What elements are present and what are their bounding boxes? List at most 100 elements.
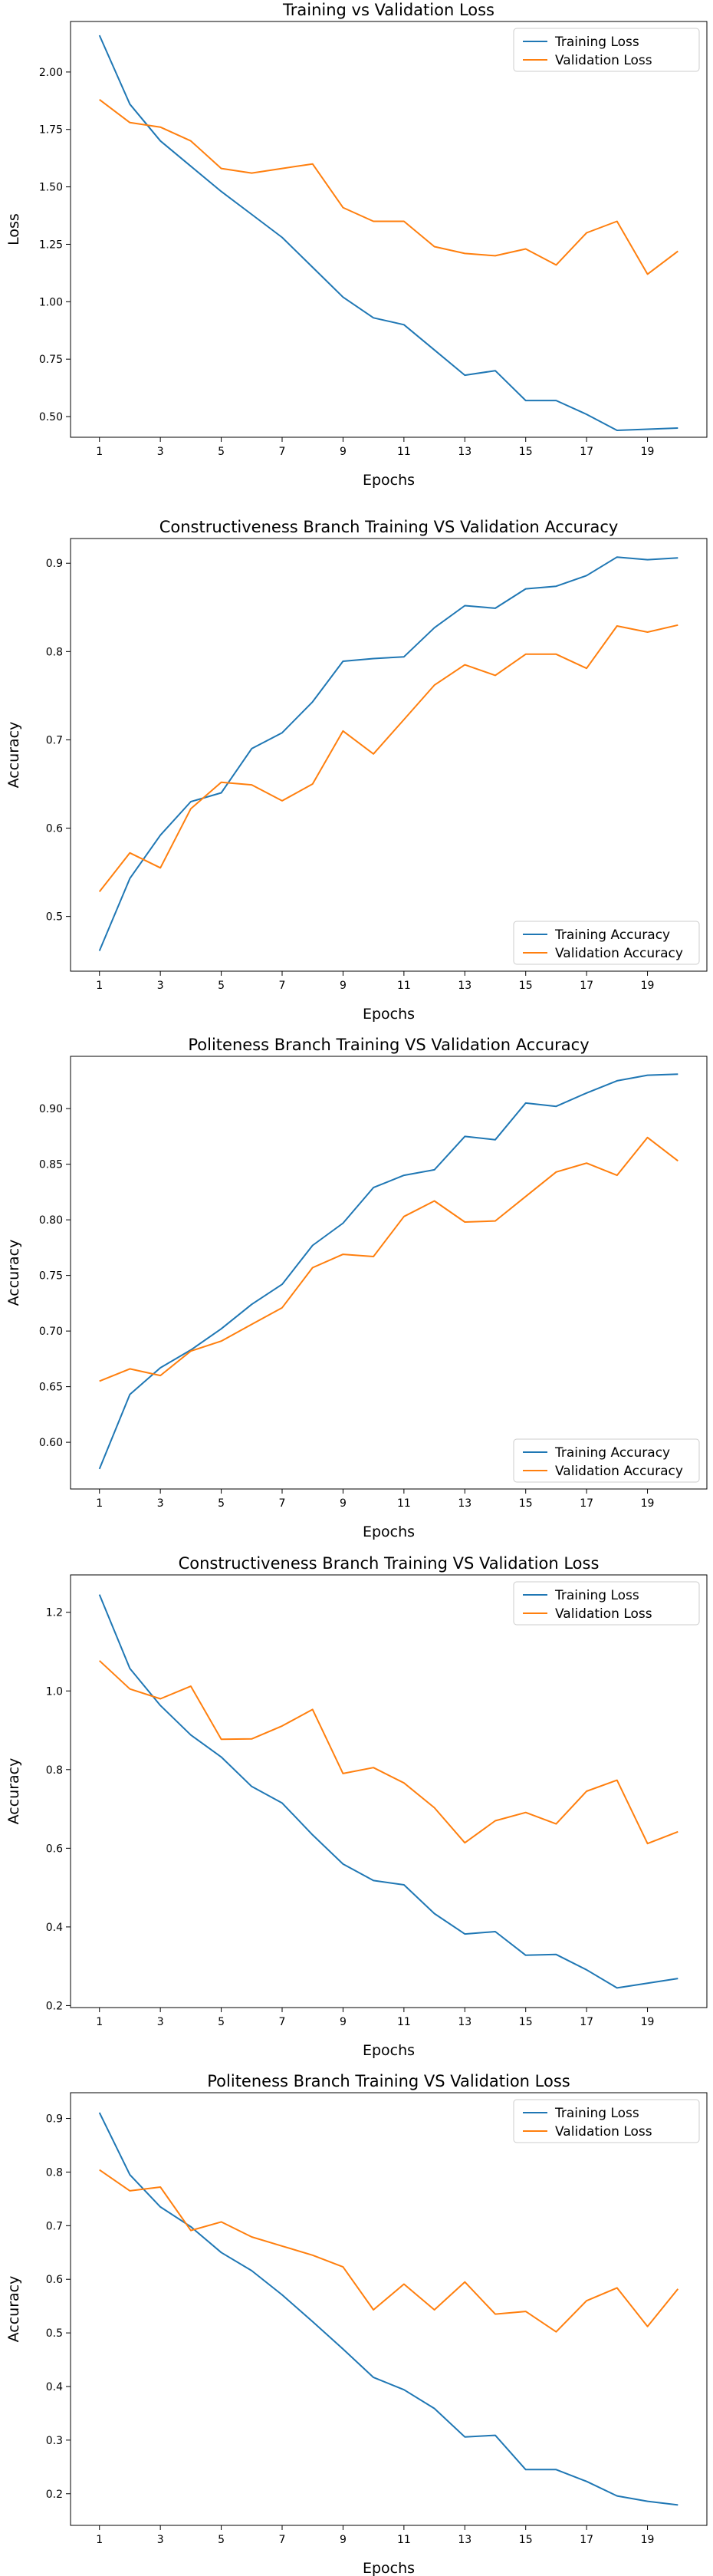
x-tick-label: 19 xyxy=(641,2016,655,2028)
chart-panel-2: Constructiveness Branch Training VS Vali… xyxy=(5,518,708,1023)
legend-entry-label: Validation Accuracy xyxy=(555,946,683,961)
legend-entry-label: Training Accuracy xyxy=(554,927,670,943)
y-tick-label: 0.8 xyxy=(46,2166,63,2179)
y-tick-label: 0.7 xyxy=(46,2220,63,2232)
plot-area-frame xyxy=(70,538,708,972)
series-line-validation-loss xyxy=(99,1660,678,1845)
y-tick-label: 0.50 xyxy=(39,411,63,423)
x-tick-label: 7 xyxy=(279,2534,286,2546)
x-tick-label: 9 xyxy=(340,2534,347,2546)
legend: Training Accuracy Validation Accuracy xyxy=(513,1438,700,1483)
x-tick-label: 11 xyxy=(397,446,411,458)
plot-area-frame xyxy=(70,21,708,438)
x-tick-label: 17 xyxy=(580,980,593,992)
chart-panel-5: Politeness Branch Training VS Validation… xyxy=(5,2072,708,2576)
chart-panel-4: Constructiveness Branch Training VS Vali… xyxy=(5,1554,708,2059)
x-axis-label: Epochs xyxy=(363,2560,415,2576)
y-axis-label: Accuracy xyxy=(5,1240,22,1306)
x-tick-label: 19 xyxy=(641,2534,655,2546)
x-axis-label: Epochs xyxy=(363,472,415,489)
x-tick-label: 7 xyxy=(279,1497,286,1510)
legend: Training Loss Validation Loss xyxy=(513,1581,700,1626)
x-tick-label: 13 xyxy=(458,1497,472,1510)
x-tick-label: 3 xyxy=(157,980,164,992)
x-tick-label: 15 xyxy=(519,980,533,992)
x-tick-label: 11 xyxy=(397,1497,411,1510)
y-tick-label: 0.6 xyxy=(46,823,63,835)
legend-entry-label: Training Loss xyxy=(554,35,639,50)
legend-box xyxy=(513,921,700,965)
x-tick-label: 1 xyxy=(96,1497,103,1510)
x-tick-label: 13 xyxy=(458,446,472,458)
legend-entry-label: Validation Accuracy xyxy=(555,1464,683,1479)
x-tick-label: 1 xyxy=(96,980,103,992)
y-tick-label: 0.9 xyxy=(46,2113,63,2126)
x-tick-label: 11 xyxy=(397,2016,411,2028)
x-tick-label: 7 xyxy=(279,980,286,992)
x-axis-label: Epochs xyxy=(363,1524,415,1540)
x-tick-label: 9 xyxy=(340,1497,347,1510)
y-tick-label: 1.75 xyxy=(39,124,63,137)
x-tick-label: 5 xyxy=(218,446,225,458)
x-tick-label: 9 xyxy=(340,2016,347,2028)
chart-panel-3: Politeness Branch Training VS Validation… xyxy=(5,1036,708,1540)
series-line-validation-accuracy xyxy=(99,1136,678,1382)
chart-title: Constructiveness Branch Training VS Vali… xyxy=(159,518,619,536)
y-tick-label: 0.5 xyxy=(46,911,63,924)
x-tick-label: 19 xyxy=(641,980,655,992)
y-tick-label: 1.25 xyxy=(39,239,63,251)
y-tick-label: 0.4 xyxy=(46,1922,63,1934)
y-tick-label: 0.60 xyxy=(39,1437,63,1449)
x-tick-label: 1 xyxy=(96,2016,103,2028)
y-tick-label: 0.65 xyxy=(39,1382,63,1394)
series-line-validation-accuracy xyxy=(98,624,678,893)
x-tick-label: 15 xyxy=(519,446,533,458)
x-tick-label: 13 xyxy=(458,980,472,992)
plot-area-frame xyxy=(70,1574,708,2008)
y-tick-label: 2.00 xyxy=(39,67,63,79)
y-tick-label: 1.0 xyxy=(46,1685,63,1698)
y-tick-label: 0.90 xyxy=(39,1103,63,1115)
x-tick-label: 15 xyxy=(519,2016,533,2028)
y-axis-label: Accuracy xyxy=(5,722,22,789)
y-tick-label: 0.70 xyxy=(39,1326,63,1338)
legend-entry-label: Training Accuracy xyxy=(554,1445,670,1461)
y-tick-label: 1.50 xyxy=(39,182,63,194)
x-tick-label: 17 xyxy=(580,2016,593,2028)
x-tick-label: 3 xyxy=(157,1497,164,1510)
legend-box xyxy=(513,1438,700,1483)
y-axis-label: Loss xyxy=(5,213,22,245)
x-tick-label: 3 xyxy=(157,446,164,458)
y-tick-label: 0.2 xyxy=(46,2489,63,2501)
y-tick-label: 0.4 xyxy=(46,2381,63,2393)
x-tick-label: 19 xyxy=(641,1497,655,1510)
x-tick-label: 5 xyxy=(218,1497,225,1510)
y-axis-label: Accuracy xyxy=(5,1758,22,1825)
x-tick-label: 5 xyxy=(218,980,225,992)
series-line-training-accuracy xyxy=(98,556,678,951)
y-tick-label: 0.9 xyxy=(46,558,63,570)
chart-title: Politeness Branch Training VS Validation… xyxy=(207,2072,570,2090)
legend-box xyxy=(513,2099,700,2143)
x-tick-label: 11 xyxy=(397,980,411,992)
legend-entry-label: Training Loss xyxy=(554,2106,639,2121)
legend-entry-label: Training Loss xyxy=(554,1588,639,1603)
y-tick-label: 0.75 xyxy=(39,354,63,366)
y-tick-label: 0.85 xyxy=(39,1159,63,1171)
y-tick-label: 0.2 xyxy=(46,2000,63,2012)
chart-title: Politeness Branch Training VS Validation… xyxy=(188,1036,589,1054)
y-tick-label: 0.6 xyxy=(46,1843,63,1855)
x-tick-label: 9 xyxy=(340,980,347,992)
y-tick-label: 0.8 xyxy=(46,1764,63,1777)
x-axis-label: Epochs xyxy=(363,2042,415,2059)
y-tick-label: 0.80 xyxy=(39,1214,63,1227)
y-axis-label: Accuracy xyxy=(5,2276,22,2343)
y-tick-label: 0.8 xyxy=(46,646,63,658)
legend-entry-label: Validation Loss xyxy=(555,2124,652,2140)
x-tick-label: 3 xyxy=(157,2016,164,2028)
x-tick-label: 17 xyxy=(580,1497,593,1510)
y-tick-label: 0.5 xyxy=(46,2327,63,2340)
x-tick-label: 3 xyxy=(157,2534,164,2546)
series-line-training-loss xyxy=(98,1594,678,1989)
